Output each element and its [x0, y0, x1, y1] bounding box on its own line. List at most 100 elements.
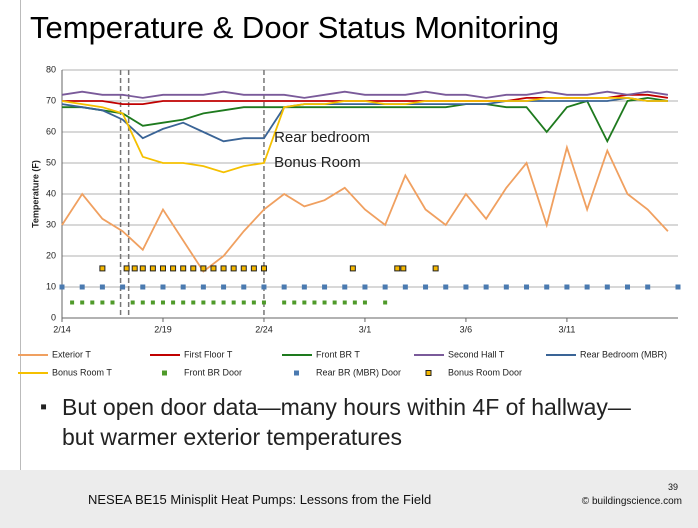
door-marker — [100, 300, 105, 305]
door-marker — [250, 265, 257, 272]
door-marker — [131, 265, 138, 272]
door-marker — [191, 300, 196, 305]
door-marker — [181, 300, 186, 305]
door-marker — [210, 265, 217, 272]
door-marker — [120, 284, 126, 290]
door-marker — [99, 284, 105, 290]
door-marker — [240, 265, 247, 272]
door-marker — [59, 284, 65, 290]
door-marker — [140, 300, 145, 305]
page-number: 39 — [667, 482, 678, 492]
chart: 0 10 20 30 40 50 60 70 80 2/14 2/19 2/24 3/1 3/6 3/11 T… — [18, 64, 681, 377]
legend-label: Bonus Room Door — [448, 367, 522, 377]
door-marker — [211, 300, 216, 305]
door-marker — [80, 300, 85, 305]
door-marker — [402, 284, 408, 290]
footer: NESEA BE15 Minisplit Heat Pumps: Lessons… — [0, 470, 698, 528]
legend-label: Rear BR (MBR) Door — [316, 367, 401, 377]
door-marker — [503, 284, 509, 290]
door-marker — [159, 265, 166, 272]
x-tick-label: 2/14 — [53, 324, 71, 334]
series-line — [61, 144, 669, 273]
door-marker — [302, 300, 307, 305]
series-line — [62, 96, 669, 144]
y-tick-label: 60 — [46, 126, 56, 136]
door-marker — [483, 284, 489, 290]
y-tick-label: 0 — [51, 312, 56, 322]
door-marker — [180, 265, 187, 272]
door-marker — [241, 300, 246, 305]
door-marker — [221, 284, 227, 290]
door-marker — [322, 300, 327, 305]
legend-swatch — [162, 370, 167, 376]
legend-label: Second Hall T — [448, 349, 505, 359]
door-marker — [140, 284, 146, 290]
y-axis-label: Temperature (F) — [30, 160, 40, 228]
y-tick-label: 50 — [46, 157, 56, 167]
legend-label: Rear Bedroom (MBR) — [580, 349, 667, 359]
legend-swatch — [294, 370, 299, 376]
y-tick-label: 80 — [46, 64, 56, 74]
door-marker — [349, 265, 356, 272]
door-marker — [301, 284, 307, 290]
door-marker — [200, 265, 207, 272]
door-marker — [382, 284, 388, 290]
series-line — [61, 97, 668, 174]
legend-label: Front BR T — [316, 349, 360, 359]
door-marker — [180, 284, 186, 290]
footer-text: NESEA BE15 Minisplit Heat Pumps: Lessons… — [88, 492, 432, 507]
door-marker — [260, 265, 267, 272]
door-marker — [645, 284, 651, 290]
copyright: © buildingscience.com — [581, 496, 682, 507]
door-marker — [79, 284, 85, 290]
legend-label: Front BR Door — [184, 367, 242, 377]
door-marker — [394, 265, 401, 272]
door-marker — [362, 284, 368, 290]
x-tick-label: 3/6 — [460, 324, 473, 334]
x-tick-label: 2/24 — [255, 324, 273, 334]
door-marker — [160, 300, 165, 305]
y-tick-label: 70 — [46, 95, 56, 105]
y-tick-label: 10 — [46, 281, 56, 291]
door-marker — [231, 300, 236, 305]
door-marker — [230, 265, 237, 272]
door-marker — [312, 300, 317, 305]
legend-label: Bonus Room T — [52, 367, 112, 377]
door-marker — [332, 300, 337, 305]
door-marker — [281, 284, 287, 290]
y-tick-label: 40 — [46, 188, 56, 198]
door-marker — [99, 265, 106, 272]
door-marker — [149, 265, 156, 272]
y-tick-label: 20 — [46, 250, 56, 260]
door-marker — [584, 284, 590, 290]
door-marker — [544, 284, 550, 290]
door-marker — [190, 265, 197, 272]
door-marker — [564, 284, 570, 290]
door-marker — [201, 300, 206, 305]
door-marker — [130, 300, 135, 305]
series-line — [61, 90, 669, 99]
door-marker — [362, 300, 367, 305]
door-marker — [261, 300, 266, 305]
annotation: Rear bedroom — [274, 129, 370, 146]
door-marker — [139, 265, 146, 272]
door-marker — [400, 265, 407, 272]
door-marker — [123, 265, 130, 272]
door-marker — [200, 284, 206, 290]
door-marker — [524, 284, 530, 290]
door-marker — [160, 284, 166, 290]
door-marker — [110, 300, 115, 305]
x-tick-label: 3/11 — [558, 324, 575, 334]
annotation: Bonus Room — [274, 154, 361, 171]
door-marker — [352, 300, 357, 305]
door-marker — [432, 265, 439, 272]
door-marker — [443, 284, 449, 290]
door-marker — [170, 265, 177, 272]
series-line — [61, 96, 668, 143]
legend-swatch — [425, 370, 432, 376]
door-marker — [282, 300, 287, 305]
door-marker — [675, 284, 681, 290]
door-marker — [261, 284, 267, 290]
bullet: But open door data—many hours within 4F … — [40, 392, 662, 452]
